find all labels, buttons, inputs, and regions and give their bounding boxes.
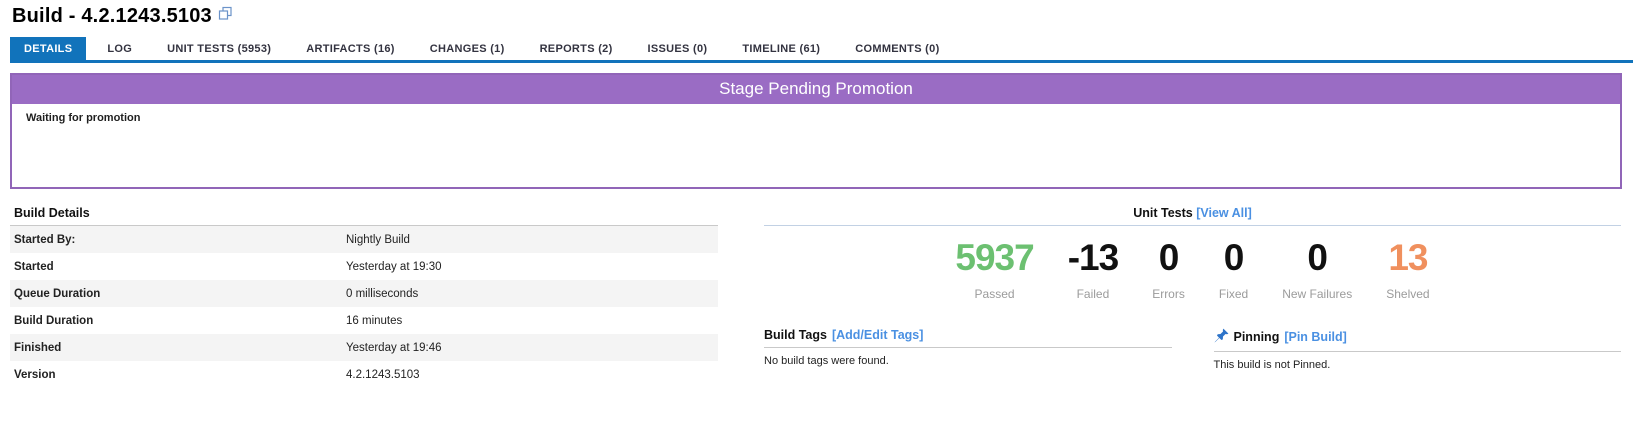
copy-build-icon[interactable]	[218, 6, 233, 26]
page-title: Build - 4.2.1243.5103	[12, 5, 212, 27]
build-details-section: Build Details Started By: Nightly Build …	[10, 206, 718, 388]
build-details-table: Started By: Nightly Build Started Yester…	[10, 226, 718, 388]
pin-icon	[1213, 328, 1229, 346]
row-value: Nightly Build	[346, 233, 410, 246]
promotion-panel: Stage Pending Promotion Waiting for prom…	[10, 73, 1622, 189]
stat-value: 5937	[955, 237, 1034, 278]
table-row: Queue Duration 0 milliseconds	[10, 280, 718, 307]
row-value: 4.2.1243.5103	[346, 368, 420, 381]
unit-test-stats: 5937 Passed -13 Failed 0 Errors 0 Fixed …	[764, 237, 1621, 301]
unit-tests-title: Unit Tests	[1133, 206, 1193, 220]
stat-value: 13	[1388, 237, 1428, 278]
stat-label: Passed	[974, 286, 1015, 301]
row-label: Build Duration	[14, 314, 94, 327]
build-tags-heading: Build Tags [Add/Edit Tags]	[764, 328, 1172, 348]
table-row: Finished Yesterday at 19:46	[10, 334, 718, 361]
stat-value: 0	[1158, 237, 1180, 278]
table-row: Started By: Nightly Build	[10, 226, 718, 253]
row-value: 0 milliseconds	[346, 287, 419, 300]
row-value: Yesterday at 19:30	[346, 260, 442, 273]
table-row: Version 4.2.1243.5103	[10, 361, 718, 388]
stat-value: 0	[1307, 237, 1328, 278]
stat-passed: 5937 Passed	[955, 237, 1034, 301]
stat-label: Shelved	[1386, 286, 1430, 301]
build-tags-title: Build Tags	[764, 327, 827, 342]
build-details-heading: Build Details	[10, 206, 718, 226]
row-label: Finished	[14, 341, 62, 354]
page-header: Build - 4.2.1243.5103	[0, 0, 1641, 28]
stat-value: 0	[1223, 237, 1245, 278]
row-value: Yesterday at 19:46	[346, 341, 442, 354]
stat-label: Errors	[1152, 286, 1185, 301]
pinning-heading: Pinning [Pin Build]	[1213, 328, 1621, 352]
pinning-title: Pinning	[1233, 329, 1280, 344]
tab-artifacts[interactable]: ARTIFACTS (16)	[306, 43, 395, 55]
tab-details[interactable]: DETAILS	[10, 37, 87, 60]
build-tags-section: Build Tags [Add/Edit Tags] No build tags…	[764, 328, 1172, 371]
tags-and-pinning: Build Tags [Add/Edit Tags] No build tags…	[764, 328, 1621, 371]
tab-reports[interactable]: REPORTS (2)	[539, 43, 613, 55]
pinning-message: This build is not Pinned.	[1213, 358, 1331, 371]
right-column: Unit Tests [View All] 5937 Passed -13 Fa…	[764, 206, 1621, 388]
tab-issues[interactable]: ISSUES (0)	[647, 43, 708, 55]
table-row: Started Yesterday at 19:30	[10, 253, 718, 280]
content-columns: Build Details Started By: Nightly Build …	[10, 206, 1621, 388]
stat-fixed: 0 Fixed	[1218, 237, 1249, 301]
view-all-link[interactable]: [View All]	[1196, 206, 1252, 220]
tab-timeline[interactable]: TIMELINE (61)	[742, 43, 821, 55]
row-label: Queue Duration	[14, 287, 101, 300]
tab-bar: DETAILS LOG UNIT TESTS (5953) ARTIFACTS …	[10, 37, 1633, 63]
add-edit-tags-link[interactable]: [Add/Edit Tags]	[831, 327, 924, 342]
row-value: 16 minutes	[346, 314, 403, 327]
stat-new-failures: 0 New Failures	[1282, 237, 1353, 301]
stat-label: New Failures	[1282, 286, 1353, 301]
pinning-section: Pinning [Pin Build] This build is not Pi…	[1213, 328, 1621, 371]
stat-label: Fixed	[1218, 286, 1249, 301]
row-label: Started	[14, 260, 54, 273]
promotion-banner: Stage Pending Promotion	[12, 75, 1620, 104]
promotion-message: Waiting for promotion	[26, 112, 141, 124]
row-label: Started By:	[14, 233, 76, 246]
pin-build-link[interactable]: [Pin Build]	[1284, 329, 1347, 344]
tab-log[interactable]: LOG	[107, 43, 133, 55]
stat-label: Failed	[1076, 286, 1110, 301]
stat-shelved: 13 Shelved	[1386, 237, 1430, 301]
stat-failed: -13 Failed	[1067, 237, 1119, 301]
unit-tests-heading: Unit Tests [View All]	[764, 206, 1621, 226]
table-row: Build Duration 16 minutes	[10, 307, 718, 334]
tab-unit-tests[interactable]: UNIT TESTS (5953)	[167, 43, 272, 55]
tab-comments[interactable]: COMMENTS (0)	[855, 43, 940, 55]
build-tags-message: No build tags were found.	[764, 354, 889, 367]
tab-changes[interactable]: CHANGES (1)	[429, 43, 505, 55]
stat-errors: 0 Errors	[1152, 237, 1185, 301]
row-label: Version	[14, 368, 56, 381]
stat-value: -13	[1067, 237, 1119, 278]
